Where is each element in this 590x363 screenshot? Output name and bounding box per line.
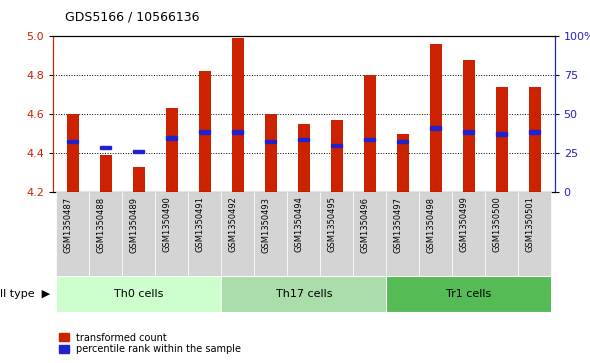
Text: cell type  ▶: cell type ▶	[0, 289, 50, 299]
Bar	[155, 192, 188, 276]
Text: GSM1350490: GSM1350490	[163, 197, 172, 252]
Bar	[397, 140, 408, 143]
Bar	[221, 276, 386, 312]
Bar	[463, 130, 474, 134]
Bar	[57, 276, 221, 312]
Bar	[100, 155, 112, 192]
Bar	[518, 192, 551, 276]
Bar	[486, 192, 518, 276]
Text: GSM1350488: GSM1350488	[97, 197, 106, 253]
Bar	[298, 124, 310, 192]
Bar	[529, 87, 540, 192]
Bar	[287, 192, 320, 276]
Text: Tr1 cells: Tr1 cells	[446, 289, 491, 299]
Bar	[254, 192, 287, 276]
Bar	[166, 136, 178, 139]
Text: GSM1350493: GSM1350493	[262, 197, 271, 253]
Bar	[232, 38, 244, 192]
Text: GSM1350500: GSM1350500	[493, 197, 502, 252]
Bar	[57, 192, 90, 276]
Bar	[221, 192, 254, 276]
Text: Th17 cells: Th17 cells	[276, 289, 332, 299]
Bar	[353, 192, 386, 276]
Text: GSM1350494: GSM1350494	[295, 197, 304, 252]
Text: GSM1350499: GSM1350499	[460, 197, 469, 252]
Bar	[265, 114, 277, 192]
Bar	[397, 134, 409, 192]
Bar	[386, 192, 419, 276]
Bar	[166, 109, 178, 192]
Bar	[266, 140, 276, 143]
Bar	[199, 72, 211, 192]
Bar	[90, 192, 122, 276]
Text: GSM1350501: GSM1350501	[526, 197, 535, 252]
Bar	[365, 138, 375, 142]
Text: GDS5166 / 10566136: GDS5166 / 10566136	[65, 11, 199, 24]
Bar	[364, 76, 376, 192]
Text: GSM1350492: GSM1350492	[229, 197, 238, 252]
Bar	[453, 192, 486, 276]
Text: GSM1350495: GSM1350495	[328, 197, 337, 252]
Bar	[67, 140, 78, 143]
Bar	[331, 120, 343, 192]
Text: GSM1350498: GSM1350498	[427, 197, 436, 253]
Bar	[122, 192, 155, 276]
Bar	[332, 144, 342, 147]
Bar	[386, 276, 551, 312]
Bar	[496, 132, 507, 136]
Bar	[133, 167, 145, 192]
Bar	[419, 192, 453, 276]
Bar	[199, 130, 211, 134]
Text: GSM1350487: GSM1350487	[64, 197, 73, 253]
Text: Th0 cells: Th0 cells	[114, 289, 163, 299]
Bar	[496, 87, 507, 192]
Bar	[299, 138, 309, 142]
Bar	[67, 114, 78, 192]
Text: GSM1350497: GSM1350497	[394, 197, 403, 253]
Bar	[100, 146, 112, 149]
Legend: transformed count, percentile rank within the sample: transformed count, percentile rank withi…	[58, 331, 242, 355]
Bar	[430, 44, 441, 192]
Bar	[529, 130, 540, 134]
Bar	[188, 192, 221, 276]
Text: GSM1350491: GSM1350491	[196, 197, 205, 252]
Text: GSM1350496: GSM1350496	[361, 197, 370, 253]
Bar	[320, 192, 353, 276]
Bar	[430, 126, 441, 130]
Text: GSM1350489: GSM1350489	[130, 197, 139, 253]
Bar	[232, 130, 243, 134]
Bar	[463, 60, 474, 192]
Bar	[133, 150, 145, 153]
